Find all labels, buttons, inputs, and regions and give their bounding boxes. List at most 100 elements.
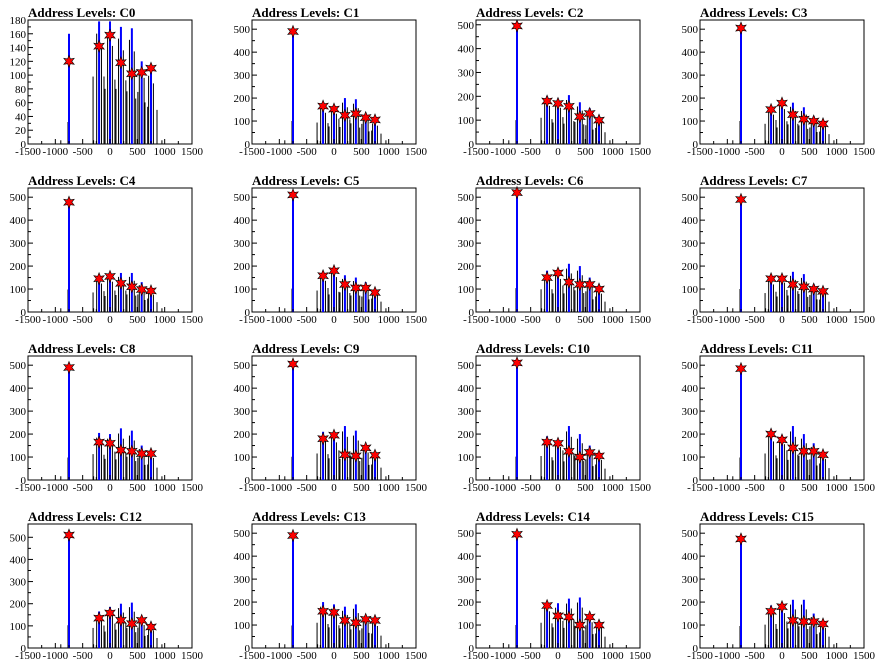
x-tick-label: -1000 (42, 482, 68, 494)
y-tick-label: 500 (10, 532, 27, 544)
star-marker-icon (807, 282, 820, 296)
x-tick-label: -1000 (490, 482, 516, 494)
y-tick-label: 500 (458, 192, 475, 204)
histogram-bar (109, 434, 111, 480)
y-tick-label: 100 (682, 620, 699, 632)
star-marker-icon (328, 428, 340, 443)
y-tick-label: 400 (10, 383, 27, 395)
y-tick-label: 0 (469, 307, 475, 319)
histogram-bar (516, 24, 518, 145)
x-tick-label: -1000 (490, 314, 516, 326)
histogram-bar (322, 272, 325, 312)
star-marker-icon (817, 447, 829, 462)
y-tick-label: 400 (682, 215, 699, 227)
y-tick-label: 180 (10, 15, 27, 27)
histogram-bar (354, 99, 357, 144)
x-tick-label: 1000 (154, 482, 177, 494)
star-marker-icon (511, 356, 523, 370)
star-marker-icon (115, 443, 127, 457)
y-tick-label: 100 (10, 452, 27, 464)
star-marker-icon (583, 106, 596, 121)
x-tick-label: 0 (555, 650, 561, 662)
x-tick-label: 1000 (602, 482, 625, 494)
star-marker-icon (563, 610, 575, 624)
star-marker-icon (349, 106, 362, 121)
star-marker-icon (104, 269, 116, 284)
x-tick-label: -1500 (463, 650, 489, 662)
x-tick-label: -1500 (239, 314, 265, 326)
x-tick-label: 500 (801, 482, 818, 494)
star-marker-icon (735, 192, 747, 207)
star-marker-icon (583, 277, 596, 292)
histogram-bar (119, 26, 122, 145)
star-marker-icon (369, 113, 381, 127)
star-marker-icon (349, 615, 362, 630)
x-tick-label: -1500 (463, 482, 489, 494)
x-tick-label: -1000 (714, 146, 740, 158)
x-tick-label: 0 (331, 650, 337, 662)
star-marker-icon (93, 435, 105, 449)
x-tick-label: 1500 (629, 314, 652, 326)
star-marker-icon (797, 279, 810, 294)
y-tick-label: 400 (458, 215, 475, 227)
x-tick-label: -500 (521, 146, 542, 158)
star-marker-icon (125, 444, 138, 459)
histogram-bar (598, 454, 600, 480)
y-tick-label: 400 (234, 215, 251, 227)
y-tick-label: 100 (458, 284, 475, 296)
star-marker-icon (317, 431, 329, 446)
star-marker-icon (104, 28, 116, 42)
panel-title: Address Levels: C4 (28, 173, 136, 188)
x-tick-label: 500 (129, 650, 146, 662)
star-marker-icon (797, 112, 810, 127)
x-tick-label: 500 (353, 314, 370, 326)
x-tick-label: 500 (129, 314, 146, 326)
star-marker-icon (359, 612, 372, 627)
y-tick-label: 200 (458, 91, 475, 103)
star-marker-icon (93, 39, 105, 54)
panel-title: Address Levels: C11 (700, 341, 814, 356)
x-tick-label: -500 (745, 314, 766, 326)
histogram-panel: Address Levels: C4 0 100 200 300 400 500 -1500-… (0, 168, 224, 336)
x-tick-label: -1000 (266, 650, 292, 662)
histogram-bar (791, 271, 794, 312)
histogram-bar (364, 282, 367, 312)
x-tick-label: 1500 (181, 482, 204, 494)
x-tick-label: 0 (107, 650, 113, 662)
y-tick-label: 100 (10, 621, 27, 633)
histogram-bar (598, 622, 600, 648)
histogram-bar (781, 100, 783, 144)
histogram-bar (292, 194, 294, 312)
star-marker-icon (817, 284, 829, 299)
histogram-panel: Address Levels: C8 0 100 200 300 400 500 -1500-… (0, 336, 224, 504)
histogram-bar (557, 438, 559, 480)
x-tick-label: 1000 (378, 146, 401, 158)
star-marker-icon (787, 441, 799, 455)
star-marker-icon (776, 96, 788, 110)
x-tick-label: 1000 (826, 146, 849, 158)
histogram-bar (322, 602, 325, 648)
histogram-bar (140, 445, 143, 480)
histogram-bar (140, 619, 143, 648)
x-tick-label: -1000 (42, 314, 68, 326)
x-tick-label: -1500 (15, 314, 41, 326)
x-tick-label: 1500 (629, 650, 652, 662)
y-tick-label: 300 (234, 238, 251, 250)
panel-title: Address Levels: C3 (700, 5, 808, 20)
x-tick-label: 1000 (602, 314, 625, 326)
y-tick-label: 200 (10, 261, 27, 273)
histogram-bar (374, 452, 376, 480)
histogram-bar (119, 272, 122, 312)
star-marker-icon (552, 436, 564, 451)
y-tick-label: 100 (234, 116, 251, 128)
x-tick-label: 0 (555, 482, 561, 494)
x-tick-label: 1000 (378, 482, 401, 494)
y-tick-label: 0 (21, 307, 27, 319)
histogram-panel: Address Levels: C5 0 100 200 300 400 500 -1500-… (224, 168, 448, 336)
star-marker-icon (369, 448, 381, 463)
x-tick-label: -1500 (239, 482, 265, 494)
y-tick-label: 500 (10, 192, 27, 204)
x-tick-label: 500 (577, 650, 594, 662)
panel-title: Address Levels: C12 (28, 509, 142, 524)
histogram-panel: Address Levels: C12 0 100 200 300 400 500 -1500… (0, 504, 224, 672)
